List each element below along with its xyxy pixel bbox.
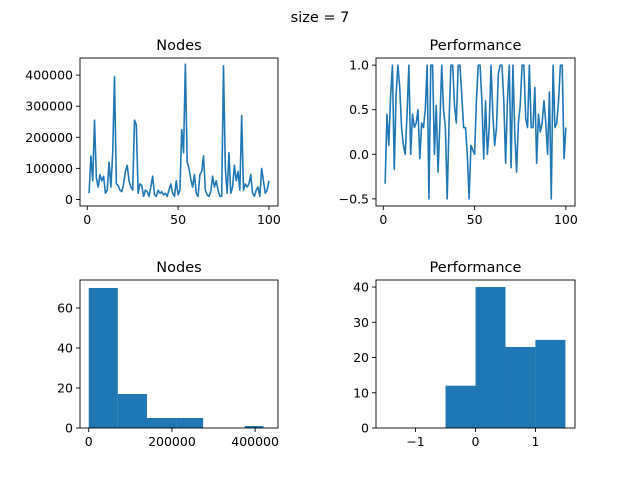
- y-tick-label: 0: [361, 421, 369, 436]
- x-tick-label: 400000: [231, 434, 279, 449]
- axes-frame: [375, 57, 576, 207]
- y-tick-label: 100000: [25, 161, 73, 176]
- x-tick-label: 1: [531, 434, 539, 449]
- x-tick-label: 200000: [148, 434, 196, 449]
- x-tick-label: −1: [406, 434, 424, 449]
- histogram-bar: [535, 339, 566, 428]
- y-tick-label: 20: [57, 381, 73, 396]
- histogram-bar: [88, 288, 118, 428]
- axes-frame: [79, 279, 279, 429]
- x-tick-label: 50: [170, 212, 186, 227]
- y-tick-label: 1.0: [349, 58, 369, 73]
- subplot-title: Performance: [430, 38, 522, 54]
- subplot-title: Performance: [430, 260, 522, 276]
- subplot-performance-line: Performance 0 50 100 −0.5 0.0 0.5 1.0: [339, 38, 578, 227]
- y-tick-label: 60: [57, 301, 73, 316]
- histogram-bar: [505, 346, 536, 428]
- x-tick-label: 0: [379, 212, 387, 227]
- y-tick-label: 0.0: [349, 147, 369, 162]
- histogram-bar: [146, 418, 177, 428]
- x-tick-label: 100: [554, 212, 578, 227]
- y-tick-label: 300000: [25, 99, 73, 114]
- subplot-title: Nodes: [156, 260, 201, 276]
- x-tick-label: 100: [257, 212, 281, 227]
- x-tick-label: 0: [85, 434, 93, 449]
- y-tick-label: 0: [65, 421, 73, 436]
- y-tick-label: 30: [353, 315, 369, 330]
- histogram-bar: [475, 287, 506, 428]
- figure-suptitle: size = 7: [291, 10, 350, 26]
- subplot-nodes-histogram: Nodes 0 200000 400000 0 20 40 60: [57, 260, 279, 449]
- y-tick-label: 40: [57, 341, 73, 356]
- x-tick-label: 50: [467, 212, 483, 227]
- x-tick-label: 0: [83, 212, 91, 227]
- y-tick-label: 400000: [25, 68, 73, 83]
- series-line: [88, 63, 270, 198]
- histogram-bar: [176, 418, 204, 428]
- y-tick-label: 10: [353, 385, 369, 400]
- histogram-bar: [117, 394, 147, 428]
- subplot-nodes-line: Nodes 0 50 100 0 100000 200000 300000 400000: [25, 38, 281, 227]
- histogram-bar: [244, 426, 264, 428]
- x-tick-label: 0: [472, 434, 480, 449]
- subplot-title: Nodes: [156, 38, 201, 54]
- y-tick-label: 20: [353, 350, 369, 365]
- histogram-bar: [445, 385, 476, 428]
- y-tick-label: 200000: [25, 130, 73, 145]
- y-tick-label: 40: [353, 280, 369, 295]
- series-line: [384, 64, 567, 200]
- y-tick-label: 0: [65, 192, 73, 207]
- y-tick-label: −0.5: [339, 191, 369, 206]
- axes-frame: [79, 57, 279, 207]
- y-tick-label: 0.5: [349, 102, 369, 117]
